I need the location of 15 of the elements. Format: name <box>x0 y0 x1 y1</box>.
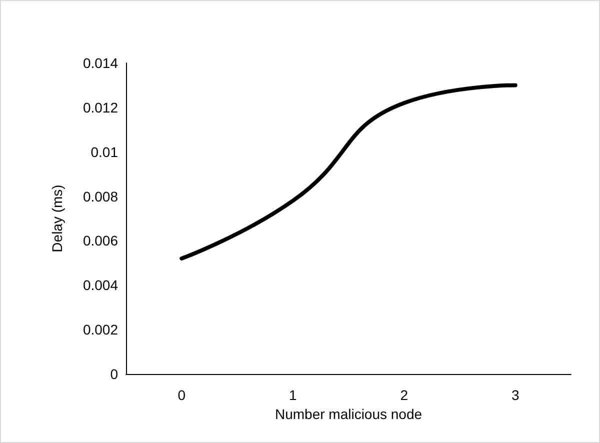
y-tick-label: 0.006 <box>82 232 118 249</box>
y-tick-label: 0.01 <box>90 144 118 160</box>
x-axis-title: Number malicious node <box>274 406 422 422</box>
x-tick-label: 0 <box>178 387 186 403</box>
y-tick-label: 0.012 <box>82 99 118 116</box>
x-tick-label: 1 <box>288 387 297 403</box>
line-series <box>180 83 518 260</box>
y-axis-title: Delay (ms) <box>49 184 65 252</box>
y-tick-label: 0.008 <box>82 188 118 204</box>
y-tick-label: 0.014 <box>82 55 118 71</box>
x-tick-label: 3 <box>511 387 520 403</box>
y-tick-label: 0 <box>110 366 118 382</box>
x-tick-label: 2 <box>400 387 408 403</box>
y-tick-label: 0.002 <box>82 322 118 338</box>
y-tick-label: 0.004 <box>82 277 118 294</box>
